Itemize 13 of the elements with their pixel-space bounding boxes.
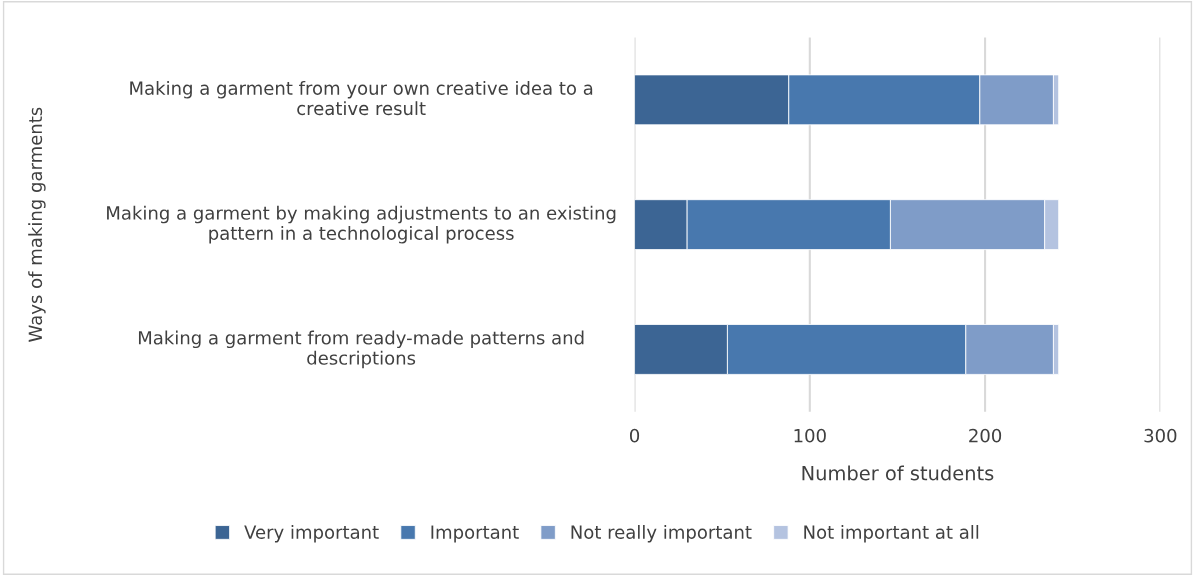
y-tick-label: Making a garment from your own creative idea to a creative result (130, 80, 593, 116)
x-axis-title: Number of students (802, 465, 994, 481)
y-tick-label: Making a garment from ready-made patterns and descriptions (138, 330, 584, 369)
legend-label: Important (431, 525, 519, 543)
x-tick-label: 300 (1144, 428, 1177, 443)
legend-label: Not important at all (804, 525, 979, 543)
x-tick-label: 100 (794, 428, 826, 443)
x-tick-label: 200 (969, 428, 1002, 443)
legend-label: Not really important (571, 525, 752, 543)
y-tick-label: Making a garment by making adjustments to an existing pattern in a technological process (107, 205, 616, 244)
legend-label: Very important (244, 525, 379, 543)
x-tick-label: 0 (629, 428, 640, 443)
y-axis-title: Ways of making garments (28, 107, 46, 342)
